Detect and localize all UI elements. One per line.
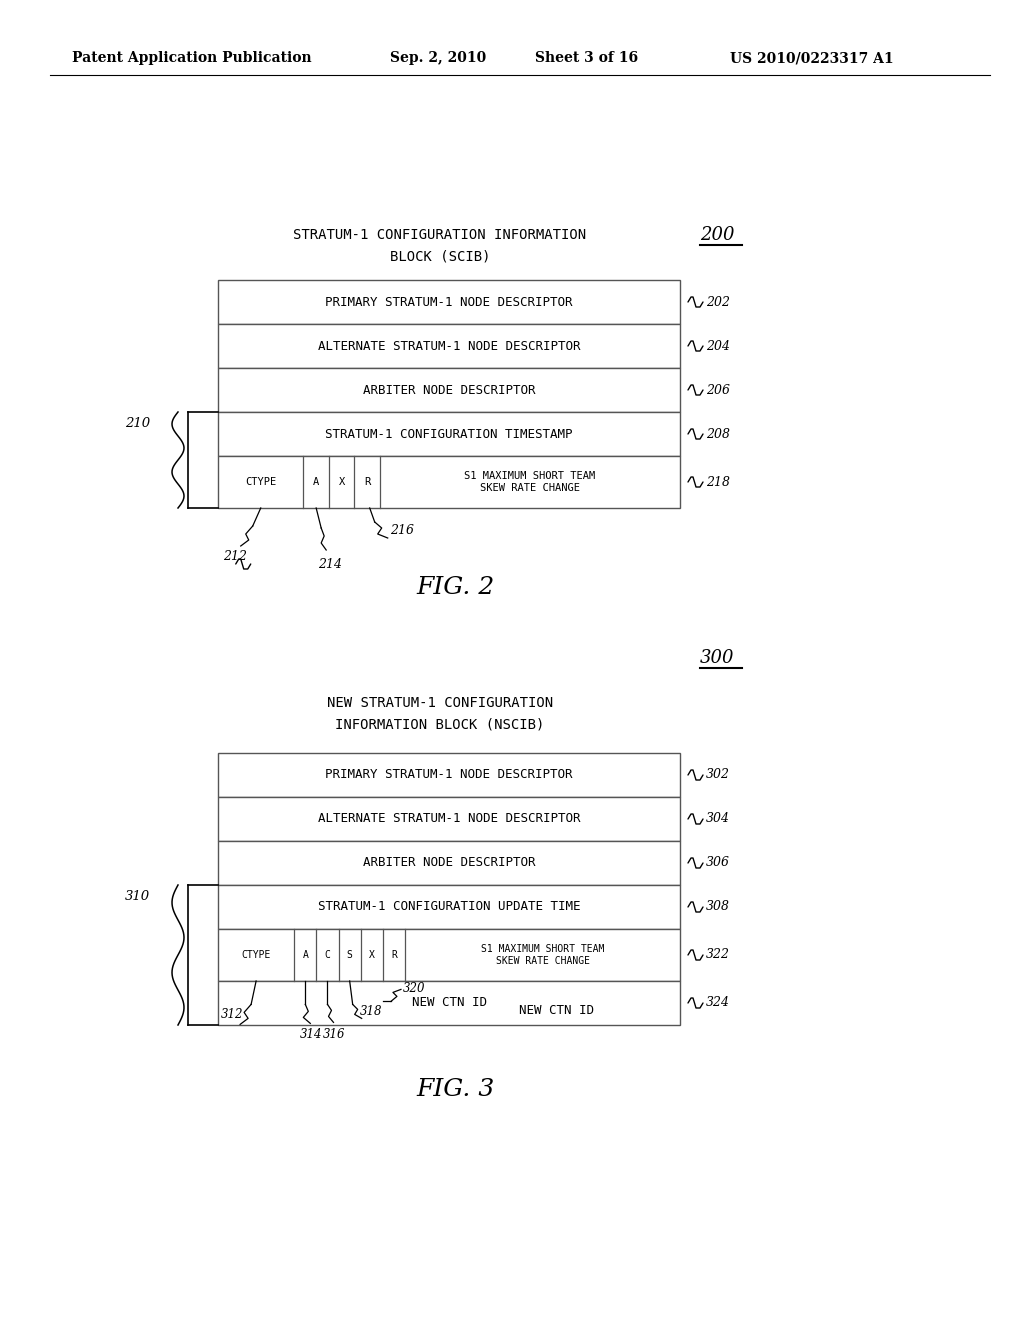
Text: S1 MAXIMUM SHORT TEAM
SKEW RATE CHANGE: S1 MAXIMUM SHORT TEAM SKEW RATE CHANGE (481, 944, 604, 966)
Text: 302: 302 (706, 768, 730, 781)
Text: STRATUM-1 CONFIGURATION TIMESTAMP: STRATUM-1 CONFIGURATION TIMESTAMP (326, 428, 572, 441)
Text: 316: 316 (323, 1028, 345, 1041)
Text: 212: 212 (223, 549, 247, 562)
Text: Sep. 2, 2010: Sep. 2, 2010 (390, 51, 486, 65)
Text: 218: 218 (706, 475, 730, 488)
Text: Patent Application Publication: Patent Application Publication (72, 51, 311, 65)
Text: 206: 206 (706, 384, 730, 396)
Text: PRIMARY STRATUM-1 NODE DESCRIPTOR: PRIMARY STRATUM-1 NODE DESCRIPTOR (326, 768, 572, 781)
Text: A: A (313, 477, 319, 487)
Text: FIG. 2: FIG. 2 (416, 577, 495, 599)
Text: 314: 314 (300, 1028, 323, 1041)
Text: INFORMATION BLOCK (NSCIB): INFORMATION BLOCK (NSCIB) (335, 718, 545, 733)
Text: US 2010/0223317 A1: US 2010/0223317 A1 (730, 51, 894, 65)
Text: X: X (339, 477, 345, 487)
Text: A: A (302, 950, 308, 960)
Bar (218, 412, 680, 455)
Text: ALTERNATE STRATUM-1 NODE DESCRIPTOR: ALTERNATE STRATUM-1 NODE DESCRIPTOR (317, 813, 581, 825)
Text: 312: 312 (221, 1008, 244, 1020)
Bar (218, 841, 680, 884)
Text: R: R (364, 477, 370, 487)
Text: BLOCK (SCIB): BLOCK (SCIB) (390, 249, 490, 264)
Text: 216: 216 (390, 524, 414, 536)
Text: 210: 210 (125, 417, 150, 430)
Text: ARBITER NODE DESCRIPTOR: ARBITER NODE DESCRIPTOR (362, 384, 536, 396)
Text: 204: 204 (706, 339, 730, 352)
Text: ARBITER NODE DESCRIPTOR: ARBITER NODE DESCRIPTOR (362, 857, 536, 870)
Text: 318: 318 (359, 1005, 382, 1018)
Text: 200: 200 (700, 226, 734, 244)
Text: STRATUM-1 CONFIGURATION UPDATE TIME: STRATUM-1 CONFIGURATION UPDATE TIME (317, 900, 581, 913)
Text: 202: 202 (706, 296, 730, 309)
Text: ALTERNATE STRATUM-1 NODE DESCRIPTOR: ALTERNATE STRATUM-1 NODE DESCRIPTOR (317, 339, 581, 352)
Bar (218, 455, 680, 508)
Bar (218, 323, 680, 368)
Text: 208: 208 (706, 428, 730, 441)
Text: S: S (347, 950, 352, 960)
Text: CTYPE: CTYPE (245, 477, 276, 487)
Text: C: C (325, 950, 331, 960)
Text: Sheet 3 of 16: Sheet 3 of 16 (535, 51, 638, 65)
Bar (218, 981, 680, 1026)
Text: CTYPE: CTYPE (242, 950, 270, 960)
Text: NEW CTN ID: NEW CTN ID (519, 1005, 594, 1018)
Bar (218, 752, 680, 797)
Text: 214: 214 (318, 557, 342, 570)
Text: 310: 310 (125, 890, 150, 903)
Bar (218, 797, 680, 841)
Text: FIG. 3: FIG. 3 (416, 1078, 495, 1101)
Bar (218, 368, 680, 412)
Text: NEW STRATUM-1 CONFIGURATION: NEW STRATUM-1 CONFIGURATION (327, 696, 553, 710)
Bar (218, 884, 680, 929)
Text: 300: 300 (700, 649, 734, 667)
Bar (218, 929, 680, 981)
Text: R: R (391, 950, 397, 960)
Text: 320: 320 (402, 982, 425, 995)
Text: 324: 324 (706, 997, 730, 1010)
Text: NEW CTN ID: NEW CTN ID (412, 997, 486, 1010)
Text: STRATUM-1 CONFIGURATION INFORMATION: STRATUM-1 CONFIGURATION INFORMATION (294, 228, 587, 242)
Bar (218, 280, 680, 323)
Text: X: X (369, 950, 375, 960)
Text: S1 MAXIMUM SHORT TEAM
SKEW RATE CHANGE: S1 MAXIMUM SHORT TEAM SKEW RATE CHANGE (464, 471, 596, 492)
Text: 322: 322 (706, 949, 730, 961)
Text: 304: 304 (706, 813, 730, 825)
Text: PRIMARY STRATUM-1 NODE DESCRIPTOR: PRIMARY STRATUM-1 NODE DESCRIPTOR (326, 296, 572, 309)
Text: 306: 306 (706, 857, 730, 870)
Text: 308: 308 (706, 900, 730, 913)
